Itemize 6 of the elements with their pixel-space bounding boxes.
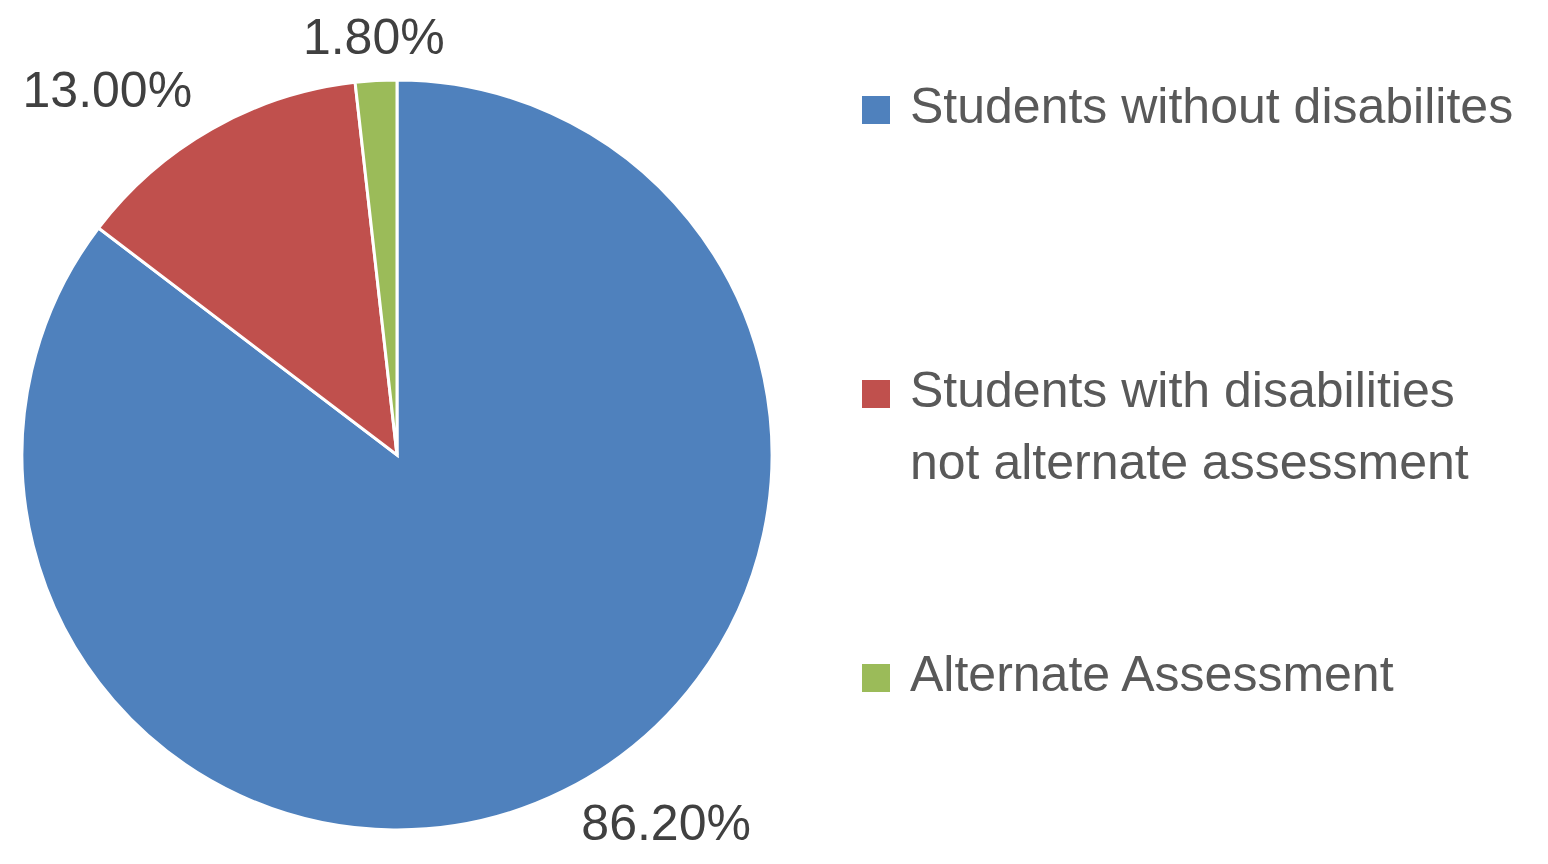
legend-label: Students with disabilities not alternate assessment [910, 362, 1469, 491]
data-label: 13.00% [22, 62, 193, 119]
legend-label: Alternate Assessment [910, 646, 1394, 703]
legend-label: Students without disabilites [910, 78, 1514, 135]
data-label: 1.80% [302, 8, 445, 65]
data-label: 86.20% [581, 795, 751, 851]
